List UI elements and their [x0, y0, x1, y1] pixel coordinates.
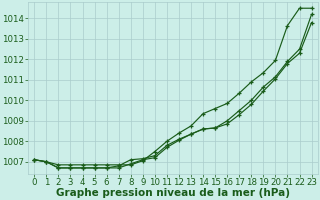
X-axis label: Graphe pression niveau de la mer (hPa): Graphe pression niveau de la mer (hPa): [56, 188, 290, 198]
